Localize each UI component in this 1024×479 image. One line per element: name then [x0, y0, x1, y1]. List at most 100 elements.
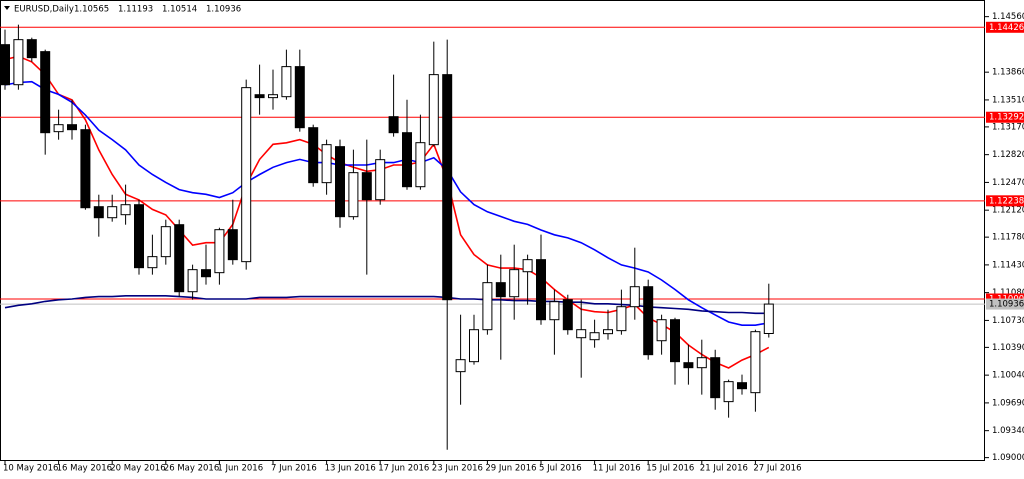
- candle-body: [656, 319, 667, 342]
- y-tick-label: 1.13510: [992, 95, 1024, 105]
- menu-arrow[interactable]: [4, 6, 10, 10]
- candle-body: [576, 329, 587, 339]
- level-label-box: [986, 111, 1024, 123]
- y-tick-label: 1.12120: [992, 206, 1024, 216]
- candle-body: [0, 44, 10, 86]
- header-high: 1.11193: [118, 5, 153, 15]
- candle-body: [361, 172, 372, 201]
- ma-line: [4, 295, 769, 315]
- x-tick-label: 5 Jul 2016: [539, 464, 582, 474]
- x-tick-label: 27 Jul 2016: [753, 464, 801, 474]
- y-tick-label: 1.09340: [992, 426, 1024, 436]
- candle-body: [107, 206, 118, 219]
- candle-body: [723, 381, 734, 403]
- plot-area: [0, 0, 985, 461]
- candle-body: [308, 127, 319, 184]
- x-tick-label: 21 Jul 2016: [700, 464, 748, 474]
- candle-body: [536, 259, 546, 321]
- candle-body: [53, 124, 64, 133]
- y-tick-label: 1.10390: [992, 343, 1024, 353]
- candle-body: [589, 332, 600, 341]
- y-tick-label: 1.12820: [992, 150, 1024, 160]
- last-price-label: 1.10936: [989, 300, 1024, 310]
- candle-body: [737, 382, 747, 390]
- candle-body: [281, 66, 292, 98]
- candle-body: [268, 94, 278, 99]
- chart-title: EURUSD,Daily: [14, 5, 74, 15]
- y-tick-label: 1.12470: [992, 178, 1024, 188]
- candle-body: [335, 146, 345, 218]
- candle-body: [509, 269, 520, 298]
- x-tick-label: 20 May 2016: [110, 464, 165, 474]
- candle-body: [80, 129, 91, 209]
- candle-body: [670, 319, 680, 363]
- y-tick-label: 1.09690: [992, 398, 1024, 408]
- candle-body: [147, 256, 158, 269]
- candle-body: [750, 331, 761, 394]
- candle-body: [174, 224, 185, 293]
- candle-body: [375, 159, 386, 201]
- y-tick-label: 1.11780: [992, 233, 1024, 243]
- level-label: 1.13292: [989, 113, 1024, 123]
- x-tick-label: 10 May 2016: [3, 464, 58, 474]
- candle-body: [455, 359, 466, 373]
- y-tick-label: 1.10730: [992, 316, 1024, 326]
- x-tick-label: 13 Jun 2016: [325, 464, 376, 474]
- candle-body: [134, 204, 144, 269]
- candle-body: [482, 282, 493, 331]
- candle-body: [603, 329, 613, 335]
- level-label-box: [986, 21, 1024, 33]
- candle-body: [469, 329, 479, 363]
- x-tick-label: 7 Jun 2016: [271, 464, 317, 474]
- x-tick-label: 23 Jun 2016: [432, 464, 483, 474]
- candle-body: [294, 66, 305, 129]
- header-close: 1.10936: [206, 5, 241, 15]
- candle-body: [67, 124, 77, 131]
- candle-body: [683, 362, 694, 369]
- candle-body: [522, 259, 533, 273]
- x-tick-label: 11 Jul 2016: [593, 464, 641, 474]
- candle-body: [227, 229, 238, 261]
- ma-line: [4, 55, 770, 369]
- candle-body: [402, 132, 412, 188]
- candle-body: [120, 204, 131, 216]
- candle-body: [643, 286, 654, 356]
- candle-body: [321, 144, 332, 184]
- last-price-box: [986, 298, 1024, 310]
- y-tick-label: 1.13860: [992, 68, 1024, 78]
- candle-body: [40, 51, 51, 134]
- candle-body: [160, 226, 171, 258]
- y-tick-label: 1.13170: [992, 122, 1024, 132]
- x-tick-label: 15 Jul 2016: [646, 464, 694, 474]
- candle-body: [13, 39, 24, 86]
- candle-body: [495, 282, 506, 298]
- ma-line: [4, 80, 769, 326]
- level-label: 1.14426: [989, 23, 1024, 33]
- candle-body: [710, 357, 721, 399]
- header-open: 1.10565: [74, 5, 109, 15]
- y-tick-label: 1.14560: [992, 12, 1024, 22]
- x-tick-label: 16 May 2016: [57, 464, 112, 474]
- candle-body: [214, 229, 225, 274]
- candle-body: [442, 74, 453, 301]
- candle-body: [93, 206, 104, 219]
- x-tick-label: 26 May 2016: [164, 464, 219, 474]
- candle-body: [187, 269, 198, 293]
- level-label-box: [986, 195, 1024, 207]
- header-low: 1.10514: [162, 5, 197, 15]
- candle-body: [254, 94, 265, 99]
- candle-body: [428, 74, 439, 146]
- y-tick-label: 1.11430: [992, 260, 1024, 270]
- y-tick-label: 1.11080: [992, 288, 1024, 298]
- y-tick-label: 1.10040: [992, 371, 1024, 381]
- candle-body: [415, 142, 426, 188]
- candle-body: [26, 39, 37, 59]
- candle-body: [629, 286, 640, 308]
- candle-body: [241, 87, 252, 263]
- candle-body: [616, 306, 627, 332]
- candle-body: [549, 301, 560, 321]
- candle-body: [763, 303, 774, 335]
- candle-body: [388, 116, 399, 134]
- candle-body: [201, 269, 211, 278]
